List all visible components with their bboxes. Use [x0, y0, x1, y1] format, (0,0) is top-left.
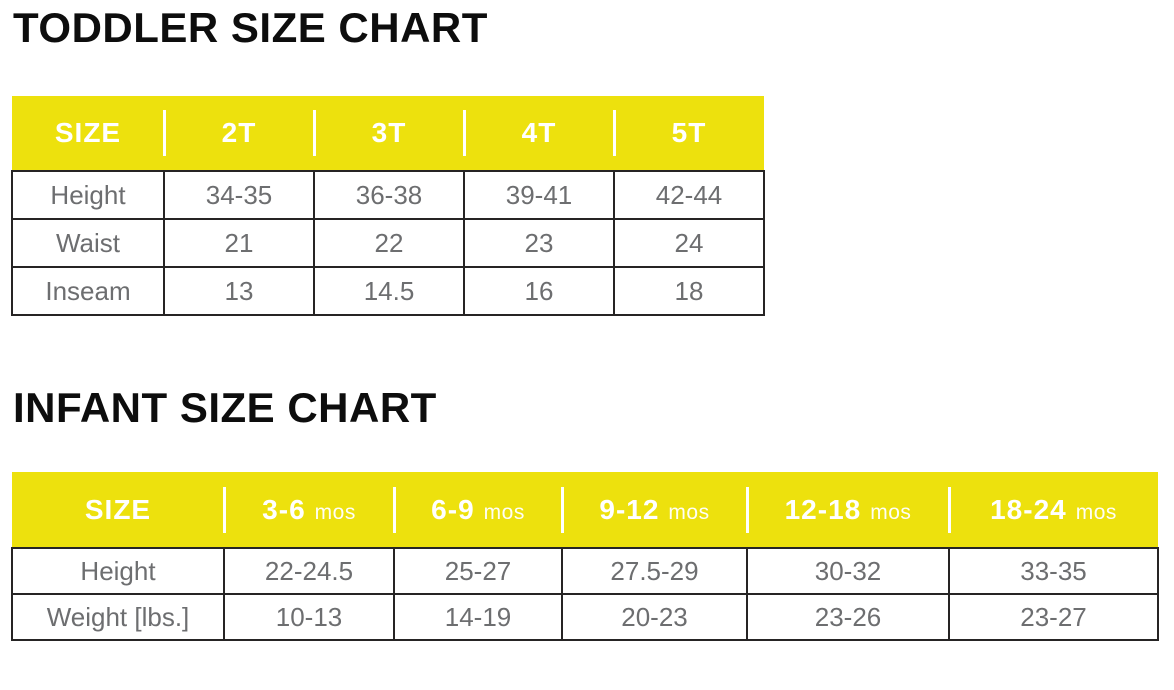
cell-height-18-24: 33-35 — [948, 547, 1159, 595]
cell-inseam-2t: 13 — [163, 266, 315, 316]
cell-height-5t: 42-44 — [613, 170, 765, 220]
cell-weight-18-24: 23-27 — [948, 593, 1159, 641]
page: TODDLER SIZE CHART SIZE 2T 3T — [0, 4, 1174, 641]
column-header-3-6-mos: 3-6 mos — [223, 472, 394, 548]
table-row: Height 22-24.5 25-27 27.5-29 30-32 33-35 — [11, 547, 1159, 595]
column-header-5t: 5T — [613, 96, 764, 171]
column-header-label: 12-18 — [784, 493, 862, 525]
infant-header-row: SIZE 3-6 mos 6-9 mos 9-12 mos — [12, 472, 1158, 548]
column-header-12-18-mos: 12-18 mos — [746, 472, 949, 548]
cell-waist-2t: 21 — [163, 218, 315, 268]
table-row: Waist 21 22 23 24 — [11, 218, 765, 268]
cell-weight-9-12: 20-23 — [561, 593, 748, 641]
cell-waist-4t: 23 — [463, 218, 615, 268]
column-header-4t: 4T — [463, 96, 614, 171]
column-header-label: 18-24 — [990, 493, 1067, 525]
cell-height-12-18: 30-32 — [746, 547, 950, 595]
row-label-height: Height — [11, 547, 225, 595]
row-label-inseam: Inseam — [11, 266, 165, 316]
toddler-chart-title: TODDLER SIZE CHART — [13, 4, 488, 51]
row-label-weight: Weight [lbs.] — [11, 593, 225, 641]
column-header-label: 3-6 — [262, 493, 306, 525]
header-divider — [463, 110, 466, 156]
header-divider — [613, 110, 616, 156]
column-header-unit: mos — [870, 500, 912, 524]
column-header-unit: mos — [668, 500, 710, 524]
table-row: Weight [lbs.] 10-13 14-19 20-23 23-26 23… — [11, 593, 1159, 641]
header-divider — [163, 110, 166, 156]
column-header-label: 3T — [371, 117, 407, 148]
column-header-label: 4T — [521, 117, 557, 148]
cell-height-6-9: 25-27 — [393, 547, 563, 595]
column-header-label: 2T — [221, 117, 257, 148]
cell-height-3t: 36-38 — [313, 170, 465, 220]
toddler-size-table: SIZE 2T 3T 4T — [11, 96, 765, 316]
row-label-waist: Waist — [11, 218, 165, 268]
toddler-header-row: SIZE 2T 3T 4T — [12, 96, 764, 171]
column-header-unit: mos — [314, 500, 356, 524]
column-header-unit: mos — [1075, 500, 1117, 524]
column-header-3t: 3T — [313, 96, 464, 171]
cell-weight-12-18: 23-26 — [746, 593, 950, 641]
header-divider — [561, 486, 564, 533]
header-divider — [746, 486, 749, 533]
toddler-size-chart-section: TODDLER SIZE CHART SIZE 2T 3T — [11, 4, 1166, 316]
header-divider — [948, 486, 951, 533]
column-header-label: 9-12 — [599, 493, 660, 525]
cell-height-2t: 34-35 — [163, 170, 315, 220]
column-header-label: SIZE — [84, 493, 152, 525]
cell-inseam-4t: 16 — [463, 266, 615, 316]
infant-chart-title: INFANT SIZE CHART — [13, 384, 437, 431]
header-divider — [313, 110, 316, 156]
cell-weight-6-9: 14-19 — [393, 593, 563, 641]
column-header-18-24-mos: 18-24 mos — [948, 472, 1158, 548]
column-header-9-12-mos: 9-12 mos — [561, 472, 747, 548]
row-label-height: Height — [11, 170, 165, 220]
header-divider — [393, 486, 396, 533]
infant-size-chart-section: INFANT SIZE CHART SIZE 3-6 mos — [11, 384, 1166, 641]
table-row: Inseam 13 14.5 16 18 — [11, 266, 765, 316]
cell-waist-3t: 22 — [313, 218, 465, 268]
column-header-2t: 2T — [163, 96, 314, 171]
column-header-unit: mos — [483, 500, 525, 524]
cell-inseam-5t: 18 — [613, 266, 765, 316]
column-header-label: 5T — [671, 117, 707, 148]
column-header-label: SIZE — [54, 117, 122, 148]
column-header-size: SIZE — [12, 472, 224, 548]
cell-weight-3-6: 10-13 — [223, 593, 395, 641]
column-header-label: 6-9 — [431, 493, 475, 525]
cell-inseam-3t: 14.5 — [313, 266, 465, 316]
cell-height-4t: 39-41 — [463, 170, 615, 220]
header-divider — [223, 486, 226, 533]
cell-height-9-12: 27.5-29 — [561, 547, 748, 595]
cell-height-3-6: 22-24.5 — [223, 547, 395, 595]
table-row: Height 34-35 36-38 39-41 42-44 — [11, 170, 765, 220]
column-header-size: SIZE — [12, 96, 164, 171]
column-header-6-9-mos: 6-9 mos — [393, 472, 562, 548]
cell-waist-5t: 24 — [613, 218, 765, 268]
infant-size-table: SIZE 3-6 mos 6-9 mos 9-12 mos — [11, 472, 1159, 641]
